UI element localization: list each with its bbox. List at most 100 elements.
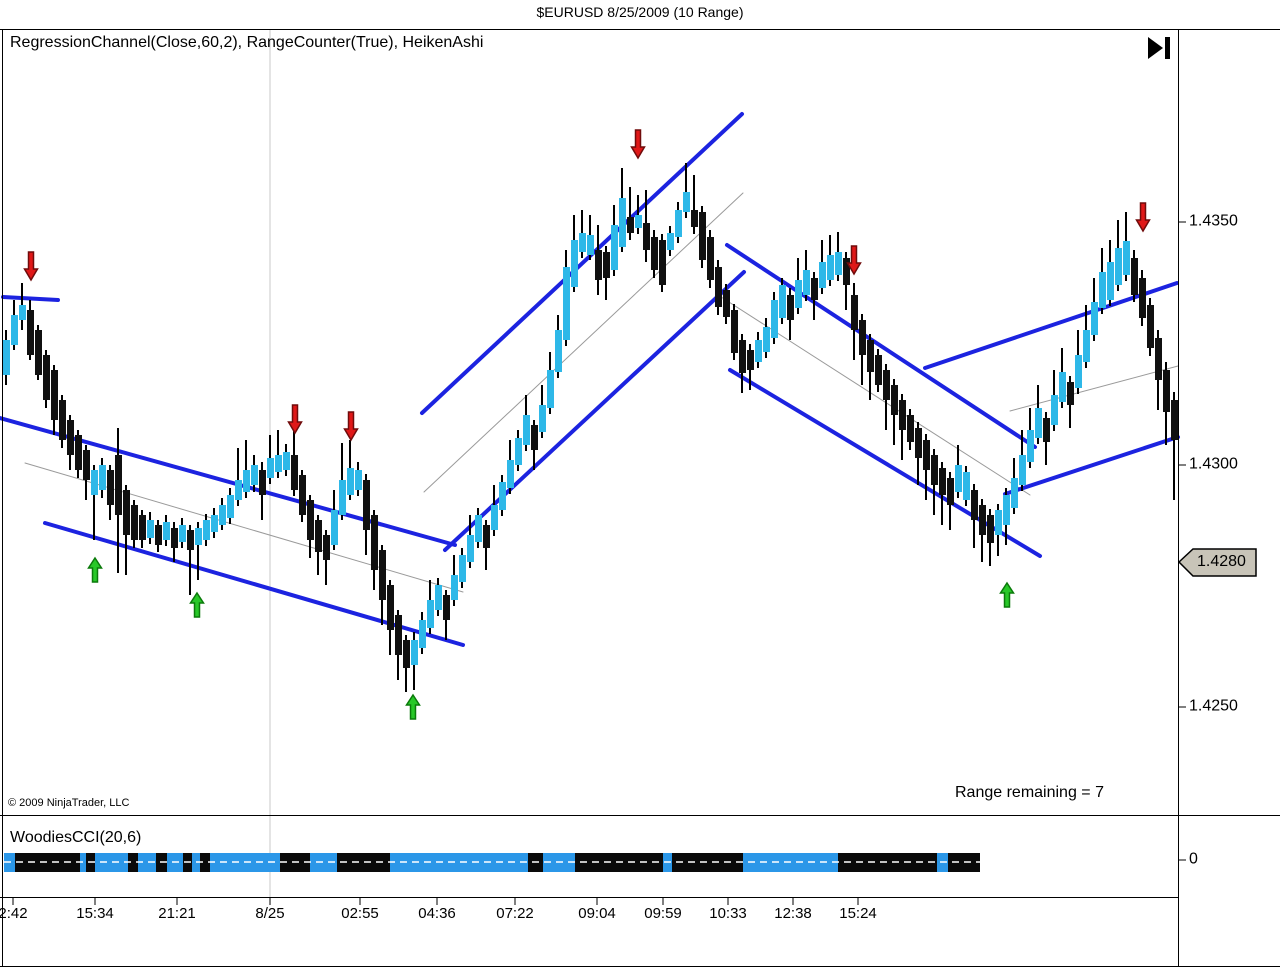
sell-signal-arrow-icon	[287, 404, 303, 435]
candle-body-up	[763, 327, 770, 352]
candle-body-up	[203, 520, 210, 540]
candle-body-up	[3, 340, 10, 375]
candle-body-up	[283, 452, 290, 470]
candle-body-up	[195, 528, 202, 545]
candle-body-up	[419, 620, 426, 648]
copyright-text: © 2009 NinjaTrader, LLC	[8, 797, 130, 809]
candle-body-down	[723, 290, 730, 317]
candle-body-up	[459, 555, 466, 582]
candle-body-up	[563, 267, 570, 340]
candle-body-down	[483, 525, 490, 548]
candle-body-down	[323, 535, 330, 560]
candle-body-up	[339, 480, 346, 515]
candle-body-up	[1059, 372, 1066, 402]
candle-body-up	[179, 525, 186, 542]
candle-body-down	[971, 490, 978, 520]
candle-body-up	[819, 262, 826, 288]
candle-body-down	[51, 370, 58, 420]
price-axis-label: 1.4250	[1189, 697, 1238, 715]
candle-body-down	[1171, 400, 1178, 440]
candle-body-down	[115, 455, 122, 515]
candle-body-up	[347, 468, 354, 495]
candle-body-down	[131, 505, 138, 540]
chart-title: $EURUSD 8/25/2009 (10 Range)	[536, 4, 744, 20]
candle-body-up	[1123, 241, 1130, 275]
candle-body-up	[331, 510, 338, 545]
sell-signal-arrow-icon	[343, 411, 359, 442]
time-axis-label: 04:36	[418, 905, 456, 922]
candle-body-down	[859, 320, 866, 355]
candle-body-up	[1051, 395, 1058, 425]
regression-channel-line	[1, 295, 60, 302]
regression-channel-line	[443, 270, 746, 552]
candle-body-up	[147, 520, 154, 538]
candle-body-down	[811, 278, 818, 300]
candle-body-down	[899, 400, 906, 430]
buy-signal-arrow-icon	[999, 581, 1015, 608]
candle-body-up	[963, 472, 970, 500]
candle-body-down	[187, 530, 194, 550]
candle-body-up	[355, 470, 362, 490]
candle-body-down	[67, 420, 74, 455]
candle-body-up	[163, 522, 170, 540]
candle-body-down	[787, 295, 794, 320]
candle-body-down	[107, 470, 114, 505]
regression-channel-line	[420, 112, 744, 415]
candle-body-down	[715, 267, 722, 307]
candle-body-up	[1099, 272, 1106, 308]
candle-body-up	[1035, 408, 1042, 438]
time-axis-label: 12:38	[774, 905, 812, 922]
candle-body-down	[123, 490, 130, 535]
candle-body-up	[1003, 495, 1010, 525]
candle-body-up	[1107, 262, 1114, 300]
time-axis-label: 15:24	[839, 905, 877, 922]
candle-body-down	[979, 505, 986, 535]
candle-body-down	[75, 435, 82, 470]
play-to-end-icon[interactable]	[1148, 37, 1170, 59]
candle-body-up	[795, 280, 802, 308]
candle-body-up	[1027, 430, 1034, 462]
candle-body-up	[491, 505, 498, 530]
candle-body-up	[587, 235, 594, 255]
candle-body-down	[315, 520, 322, 552]
candle-body-up	[1075, 355, 1082, 388]
regression-median-line	[1009, 365, 1179, 412]
candle-body-up	[827, 255, 834, 280]
candle-body-up	[235, 480, 242, 500]
candle-body-down	[531, 425, 538, 450]
candle-body-down	[643, 223, 650, 250]
candle-body-down	[595, 250, 602, 280]
candle-body-up	[275, 455, 282, 472]
candle-body-down	[731, 310, 738, 353]
candle-body-up	[803, 270, 810, 295]
candle-body-up	[467, 535, 474, 562]
cci-indicator-label: WoodiesCCI(20,6)	[10, 829, 142, 846]
cci-segment-blue	[80, 853, 86, 872]
candle-body-up	[955, 465, 962, 492]
indicator-label: RegressionChannel(Close,60,2), RangeCoun…	[10, 34, 484, 51]
candle-body-up	[11, 315, 18, 345]
candle-body-down	[659, 240, 666, 285]
candle-body-down	[35, 330, 42, 375]
candle-body-down	[987, 515, 994, 543]
cci-segment-black	[337, 853, 390, 872]
candle-body-up	[667, 233, 674, 250]
candle-body-down	[155, 525, 162, 545]
regression-median-line	[717, 294, 1031, 496]
candle-body-up	[1091, 302, 1098, 335]
candle-body-down	[923, 440, 930, 470]
time-axis-label: 09:59	[644, 905, 682, 922]
candle-body-down	[947, 478, 954, 505]
candle-body-down	[627, 217, 634, 233]
candle-body-up	[995, 510, 1002, 535]
candle-body-down	[1067, 382, 1074, 405]
sell-signal-arrow-icon	[846, 245, 862, 276]
candle-body-down	[379, 550, 386, 600]
candle-body-down	[27, 310, 34, 355]
cci-segment-black	[672, 853, 743, 872]
candle-body-down	[1139, 278, 1146, 318]
regression-median-line	[423, 192, 744, 493]
candle-body-down	[1163, 370, 1170, 412]
time-axis-label: 2:42	[0, 905, 28, 922]
